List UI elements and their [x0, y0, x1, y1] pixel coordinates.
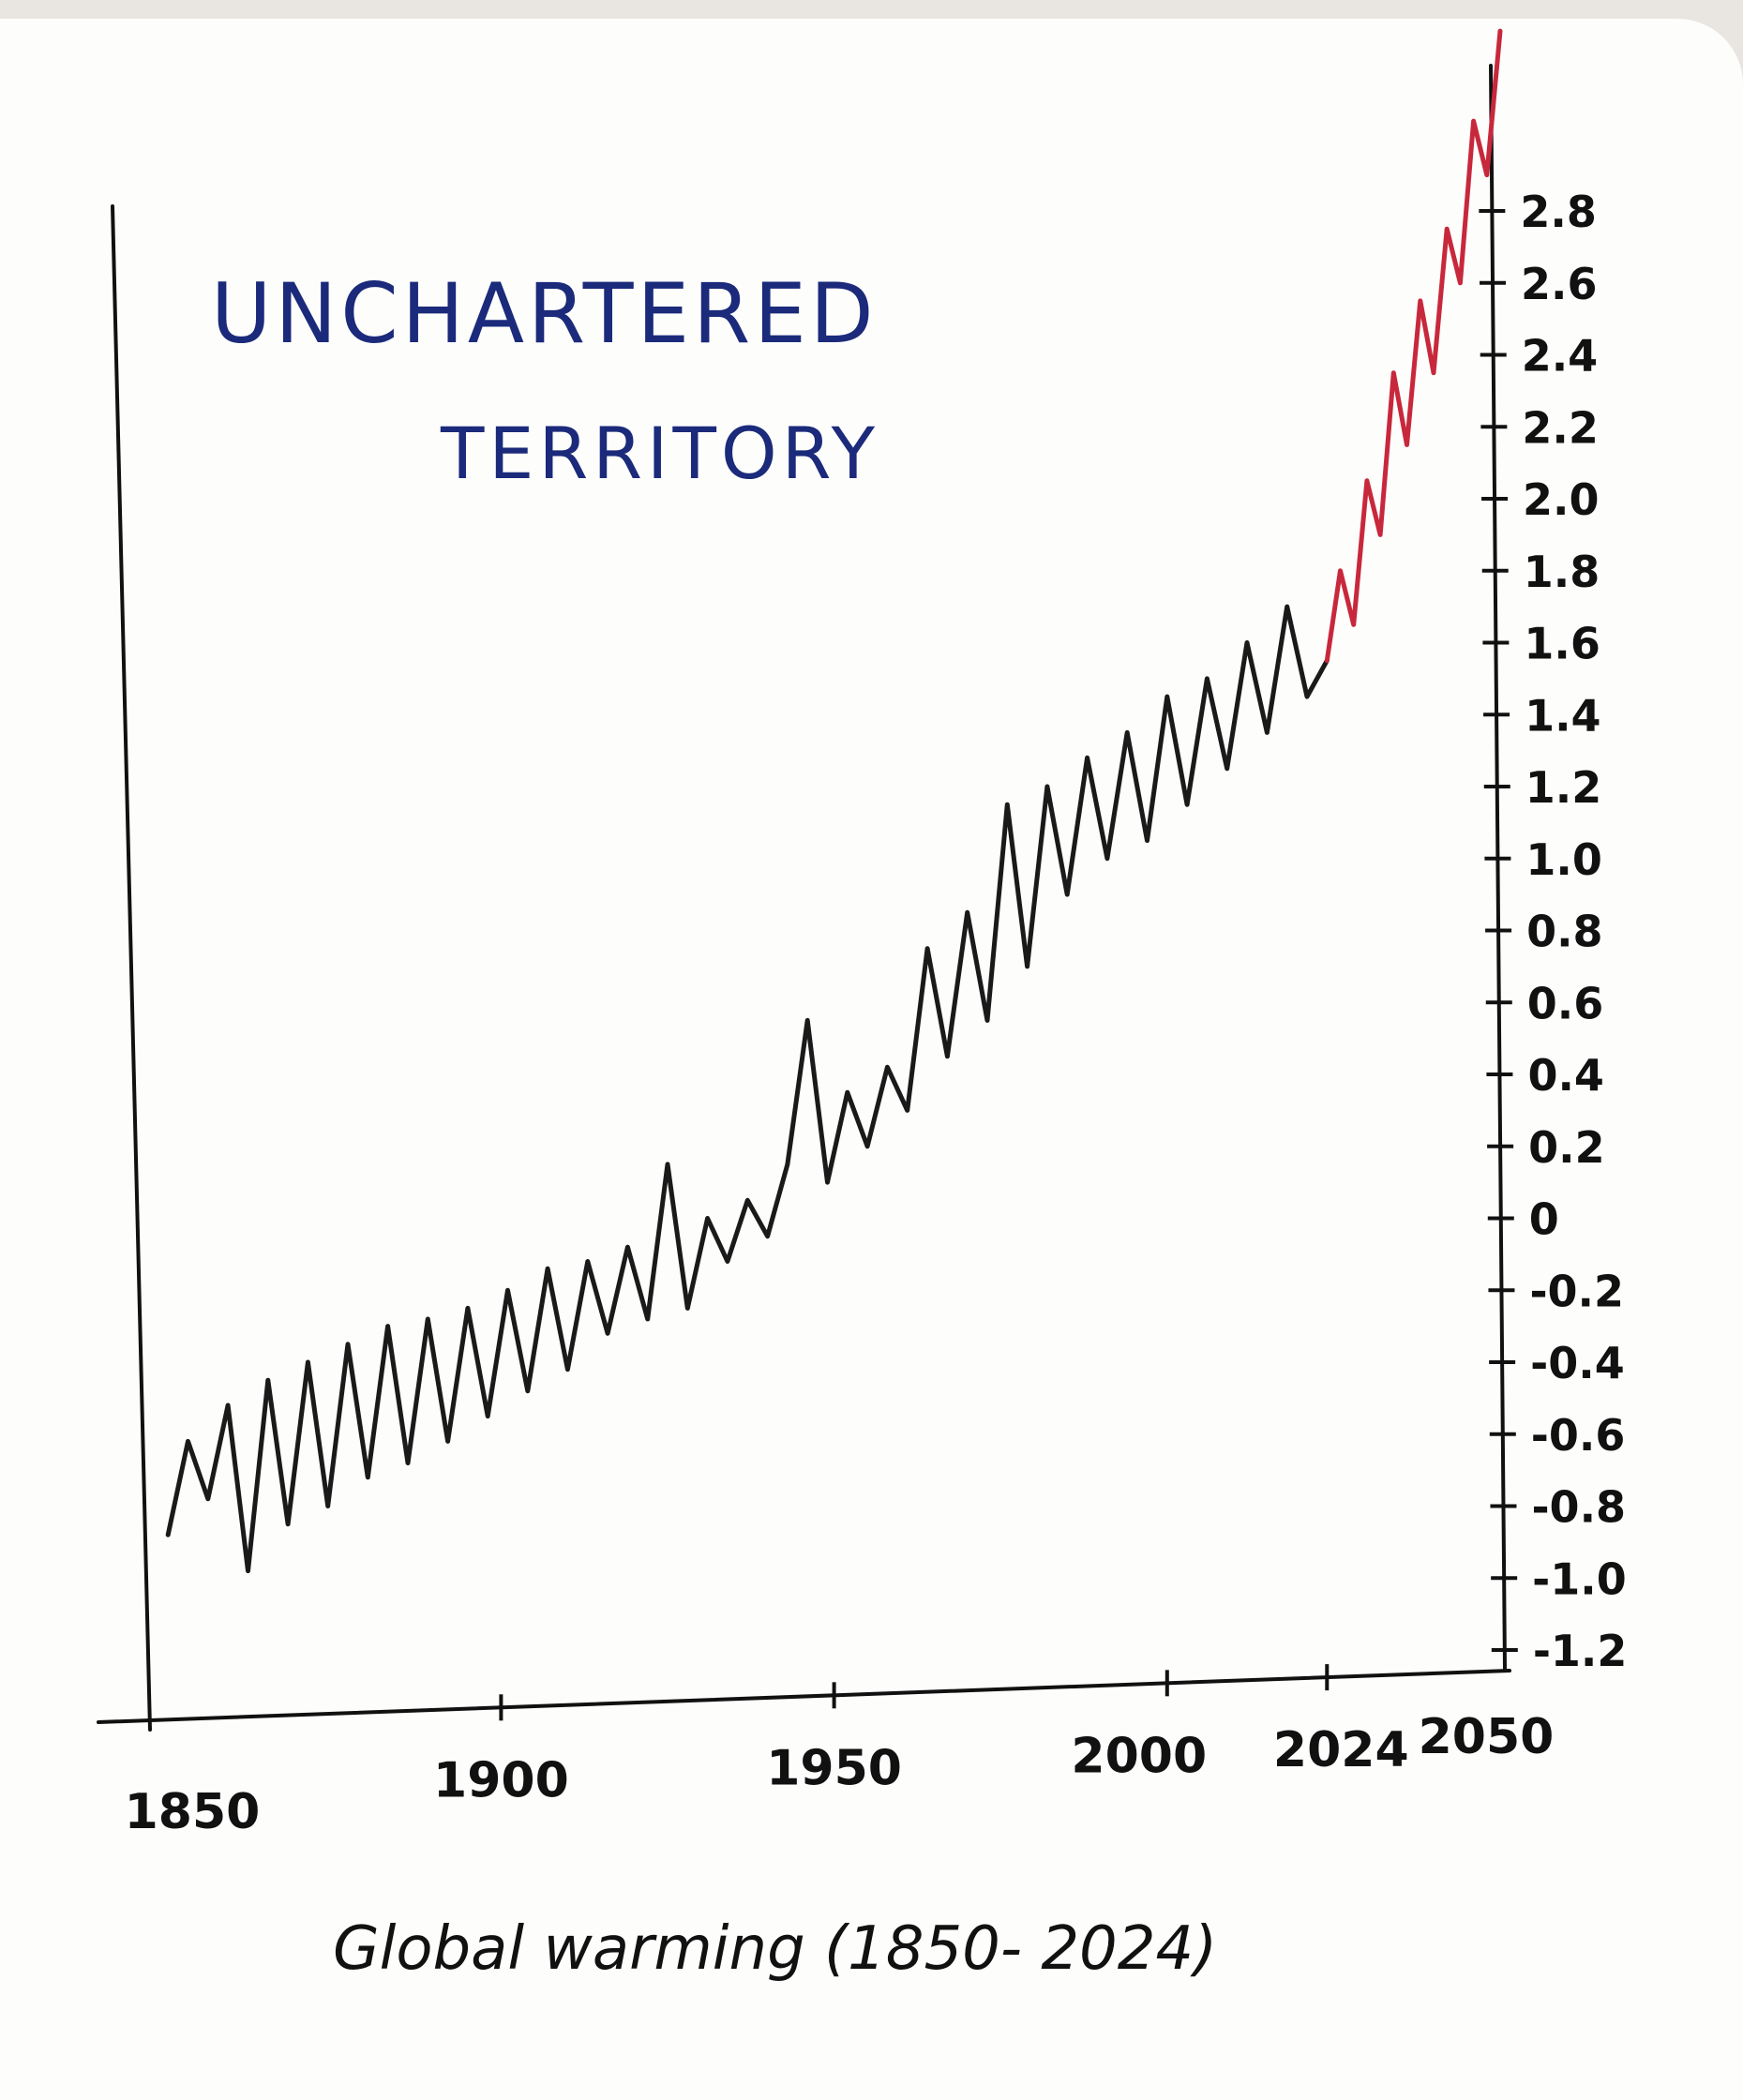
- global-warming-chart: UNCHARTERED TERRITORY 1850 1900 1950 2000 20…: [97, 28, 1627, 1984]
- series-line-0: [165, 604, 1330, 1574]
- left-axis-line: [111, 204, 152, 1732]
- chart-title-line-1: UNCHARTERED: [211, 265, 878, 362]
- y-tick-label--1.0: -1.0: [1532, 1553, 1627, 1604]
- y-tick-label-0.6: 0.6: [1527, 978, 1604, 1028]
- y-axis-line: [1489, 64, 1507, 1671]
- y-tick-label-2.2: 2.2: [1522, 402, 1599, 453]
- y-tick-label-2.6: 2.6: [1521, 259, 1598, 309]
- y-tick-label-1.8: 1.8: [1524, 547, 1600, 597]
- x-tick-label-2000: 2000: [1071, 1728, 1207, 1784]
- y-tick-label--0.2: -0.2: [1529, 1266, 1624, 1316]
- y-tick-label--1.2: -1.2: [1533, 1626, 1628, 1676]
- y-ticks: 2.8 2.6 2.4 2.2 2.0 1.8 1.6 1.4 1.2 1.0 0.8 0.6 0.4 0…: [1479, 187, 1627, 1676]
- chart-title-line-2: TERRITORY: [440, 412, 879, 495]
- series-layer: [165, 28, 1503, 1574]
- x-tick-label-1900: 1900: [433, 1752, 569, 1808]
- y-tick-label-1.4: 1.4: [1525, 690, 1601, 741]
- y-tick-label-0.8: 0.8: [1526, 907, 1603, 957]
- series-line-1: [1324, 28, 1503, 664]
- y-tick-label-0: 0: [1529, 1194, 1559, 1245]
- y-tick-label-2.0: 2.0: [1523, 474, 1600, 525]
- y-tick-label-1.0: 1.0: [1525, 834, 1602, 885]
- x-ticks: 1850 1900 1950 2000 2024 2050: [125, 1664, 1555, 1840]
- x-tick-label-2024: 2024: [1273, 1722, 1409, 1778]
- y-tick-label--0.6: -0.6: [1531, 1410, 1626, 1461]
- x-tick-label-1850: 1850: [125, 1784, 261, 1840]
- x-tick-label-2050: 2050: [1419, 1709, 1555, 1765]
- y-tick-label-0.4: 0.4: [1527, 1050, 1604, 1101]
- y-tick-label-1.2: 1.2: [1525, 762, 1602, 813]
- x-axis-label: Global warming (1850- 2024): [333, 1914, 1217, 1984]
- x-axis-line: [97, 1669, 1511, 1724]
- y-tick-label--0.4: -0.4: [1530, 1338, 1625, 1388]
- y-tick-label-2.8: 2.8: [1520, 187, 1597, 237]
- y-tick-label-0.2: 0.2: [1528, 1122, 1605, 1173]
- x-tick-label-1950: 1950: [766, 1740, 902, 1796]
- y-tick-label--0.8: -0.8: [1531, 1482, 1626, 1533]
- y-tick-label-1.6: 1.6: [1524, 619, 1600, 669]
- y-tick-label-2.4: 2.4: [1522, 331, 1599, 382]
- notebook-page: UNCHARTERED TERRITORY 1850 1900 1950 2000 20…: [0, 19, 1743, 2100]
